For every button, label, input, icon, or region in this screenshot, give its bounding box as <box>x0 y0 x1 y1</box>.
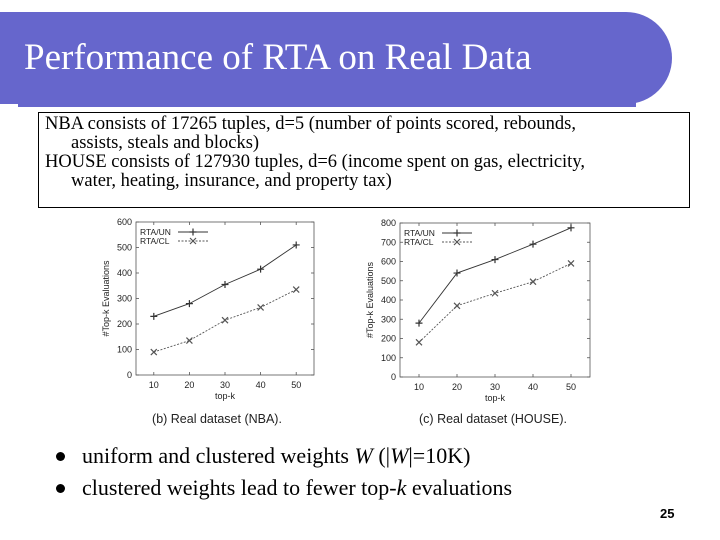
y-tick-label: 600 <box>381 257 396 267</box>
series-line <box>418 227 572 324</box>
x-tick-label: 30 <box>220 380 230 390</box>
data-point <box>415 319 423 327</box>
data-point <box>453 302 461 310</box>
bullet-text-run: (| <box>372 443 391 468</box>
chart-caption: (c) Real dataset (HOUSE). <box>419 412 567 426</box>
description-line: water, heating, insurance, and property … <box>71 171 392 191</box>
slide-title: Performance of RTA on Real Data <box>24 37 532 78</box>
y-tick-label: 100 <box>117 345 132 355</box>
x-tick-label: 40 <box>528 382 538 392</box>
bullet-item: clustered weights lead to fewer top-k ev… <box>56 472 512 504</box>
series-line <box>153 244 297 317</box>
chart-caption: (b) Real dataset (NBA). <box>152 412 282 426</box>
data-point <box>567 260 575 267</box>
x-tick-label: 20 <box>184 380 194 390</box>
x-tick-label: 50 <box>291 380 301 390</box>
data-point <box>257 265 265 273</box>
nba-chart: 0 100 200 300 400 500 600 10 20 30 40 50 top-k #Top-k… <box>100 212 330 434</box>
data-point <box>529 240 537 248</box>
data-point <box>221 280 229 288</box>
data-point <box>491 256 499 264</box>
house-chart: 0 100 200 300 400 500 600 700 800 10 20 30 40 50 top-k… <box>342 212 602 434</box>
data-point <box>415 338 423 346</box>
data-point <box>529 278 537 286</box>
legend-marker <box>189 237 197 245</box>
nba-line-chart: 0 100 200 300 400 500 600 10 20 30 40 50 top-k #Top-k… <box>101 217 315 426</box>
description-line: NBA consists of 17265 tuples, d=5 (numbe… <box>45 114 576 134</box>
y-tick-label: 800 <box>381 218 396 228</box>
bullet-text: uniform and clustered weights W (|W|=10K… <box>82 440 470 472</box>
series-line <box>418 263 572 343</box>
y-tick-label: 200 <box>117 319 132 329</box>
description-line: assists, steals and blocks) <box>71 133 260 153</box>
bullet-list: uniform and clustered weights W (|W|=10K… <box>56 440 512 504</box>
bullet-text-run: |=10K) <box>408 443 471 468</box>
legend-label: RTA/CL <box>140 236 170 246</box>
data-point <box>150 312 158 320</box>
title-underline <box>18 102 636 107</box>
bullet-text-run: evaluations <box>406 475 513 500</box>
data-point <box>292 286 300 293</box>
y-tick-label: 100 <box>381 353 396 363</box>
y-tick-label: 200 <box>381 334 396 344</box>
data-point <box>150 348 158 356</box>
x-tick-label: 20 <box>452 382 462 392</box>
x-tick-label: 10 <box>149 380 159 390</box>
y-axis-label: #Top-k Evaluations <box>101 260 111 337</box>
italic-symbol: W <box>390 443 409 468</box>
legend-marker <box>189 228 197 236</box>
bullet-text-run: clustered weights lead to fewer top- <box>82 475 397 500</box>
y-tick-label: 0 <box>127 370 132 380</box>
legend-marker <box>453 229 461 237</box>
y-tick-label: 600 <box>117 217 132 227</box>
bullet-text-run: uniform and clustered weights <box>82 443 355 468</box>
description-line: HOUSE consists of 127930 tuples, d=6 (in… <box>45 152 585 172</box>
bullet-text: clustered weights lead to fewer top-k ev… <box>82 472 512 504</box>
page-number: 25 <box>660 506 675 521</box>
bullet-item: uniform and clustered weights W (|W|=10K… <box>56 440 512 472</box>
data-point <box>292 241 300 249</box>
italic-symbol: k <box>396 475 407 500</box>
dataset-description-box: NBA consists of 17265 tuples, d=5 (numbe… <box>38 112 690 208</box>
y-tick-label: 500 <box>117 243 132 253</box>
bullet-dot-icon <box>56 483 65 493</box>
data-point <box>185 300 193 308</box>
house-line-chart: 0 100 200 300 400 500 600 700 800 10 20 30 40 50 top-k… <box>365 218 591 426</box>
x-axis-label: top-k <box>215 391 236 401</box>
data-point <box>567 224 575 232</box>
x-axis-label: top-k <box>485 393 506 403</box>
y-axis-label: #Top-k Evaluations <box>365 261 375 338</box>
y-tick-label: 400 <box>117 268 132 278</box>
data-point <box>221 316 229 324</box>
y-tick-label: 300 <box>381 314 396 324</box>
y-tick-label: 700 <box>381 237 396 247</box>
y-tick-label: 500 <box>381 276 396 286</box>
x-tick-label: 40 <box>256 380 266 390</box>
y-tick-label: 300 <box>117 294 132 304</box>
bullet-dot-icon <box>56 451 65 461</box>
legend-label: RTA/CL <box>404 237 434 247</box>
legend-label: RTA/UN <box>140 227 171 237</box>
legend-label: RTA/UN <box>404 228 435 238</box>
data-point <box>491 289 499 297</box>
x-tick-label: 30 <box>490 382 500 392</box>
y-tick-label: 400 <box>381 295 396 305</box>
x-tick-label: 50 <box>566 382 576 392</box>
x-tick-label: 10 <box>414 382 424 392</box>
y-tick-label: 0 <box>391 372 396 382</box>
data-point <box>257 304 265 311</box>
title-banner <box>0 12 672 104</box>
legend-marker <box>453 238 461 246</box>
italic-symbol: W <box>354 443 373 468</box>
data-point <box>185 337 193 344</box>
data-point <box>453 269 461 277</box>
